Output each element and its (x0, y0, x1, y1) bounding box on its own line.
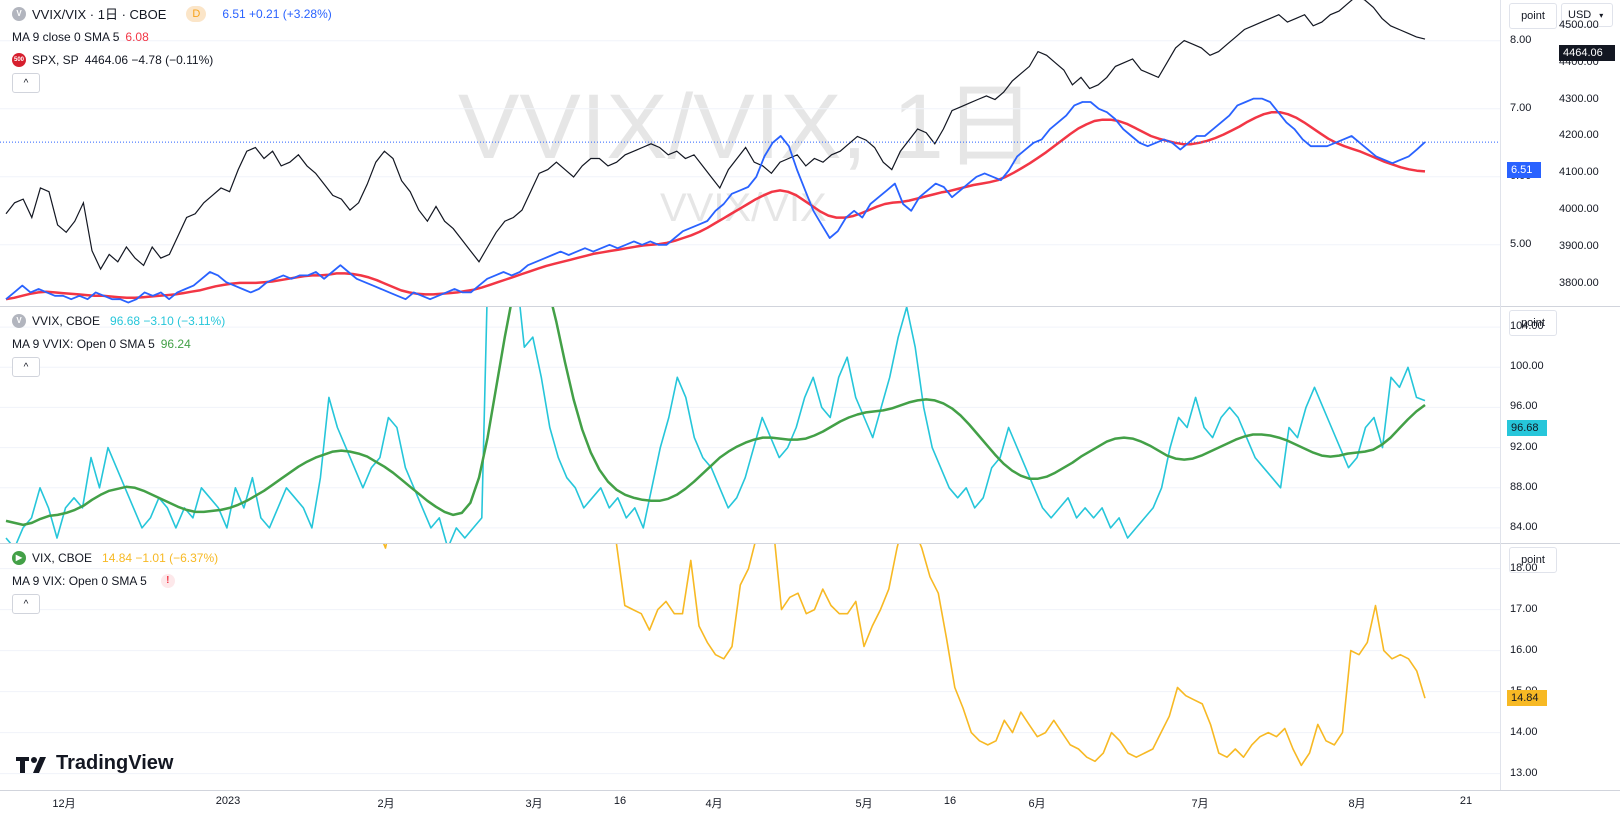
price-scale-label: 5.00 (1510, 237, 1532, 250)
symbol-logo-icon: V (12, 6, 26, 21)
time-axis[interactable]: 12月 2023 2月 3月 16 4月 5月 16 6月 7月 8月 21 (0, 790, 1620, 820)
currency-label: USD (1568, 9, 1592, 21)
time-axis-label: 16 (943, 795, 957, 807)
scale-mode-button[interactable]: point (1509, 310, 1557, 336)
vvix-legend: V VVIX, CBOE 96.68 −3.10 (−3.11%) MA 9 V… (12, 309, 225, 377)
price-axis-border (1500, 0, 1501, 790)
symbol-title[interactable]: VVIX/VIX · 1日 · CBOE (32, 7, 167, 22)
vvix-vix-ratio-line[interactable] (5, 97, 1426, 304)
price-scale-label: 13.00 (1510, 766, 1538, 779)
collapse-legend-button[interactable]: ^ (12, 73, 40, 93)
price-scale-label: 104.00 (1510, 320, 1544, 333)
ma-indicator-value: 6.08 (125, 29, 149, 44)
spx-price-tag: 4464.06 (1559, 45, 1615, 61)
collapse-legend-button[interactable]: ^ (12, 594, 40, 614)
spx-line[interactable] (5, 0, 1426, 271)
ma-indicator-label[interactable]: MA 9 close 0 SMA 5 (12, 29, 120, 44)
main-legend: V VVIX/VIX · 1日 · CBOE D 6.51 +0.21 (+3.… (12, 2, 332, 93)
vix-pane[interactable]: ▶ VIX, CBOE 14.84 −1.01 (−6.37%) MA 9 VI… (0, 544, 1620, 790)
vvix-title[interactable]: VVIX, CBOE (32, 313, 101, 328)
vvix-pane[interactable]: V VVIX, CBOE 96.68 −3.10 (−3.11%) MA 9 V… (0, 307, 1620, 543)
brand-name: TradingView (56, 752, 174, 774)
timeframe-badge[interactable]: D (186, 5, 207, 22)
price-scale-label: 84.00 (1510, 520, 1538, 533)
time-axis-label: 16 (613, 795, 627, 807)
scale-mode-button[interactable]: point (1509, 3, 1557, 29)
pane-separator[interactable] (0, 543, 1620, 544)
spx-logo-icon: 500 (12, 52, 26, 67)
time-axis-label: 5月 (855, 798, 873, 810)
symbol-quote: 6.51 +0.21 (+3.28%) (222, 6, 332, 21)
main-plot-area[interactable] (0, 0, 1500, 306)
vix-last-tag: 14.84 (1507, 690, 1547, 706)
price-scale-label: 4000.00 (1559, 203, 1599, 216)
time-axis-label: 8月 (1348, 798, 1366, 810)
price-scale-label: 92.00 (1510, 440, 1538, 453)
time-axis-label: 7月 (1191, 798, 1209, 810)
time-axis-label: 2月 (377, 798, 395, 810)
vvix-ma-label[interactable]: MA 9 VVIX: Open 0 SMA 5 (12, 336, 155, 351)
price-scale-label: 7.00 (1510, 101, 1532, 114)
vvix-logo-icon: V (12, 313, 26, 328)
vix-ma-label[interactable]: MA 9 VIX: Open 0 SMA 5 (12, 573, 147, 588)
warning-icon[interactable]: ! (160, 573, 175, 588)
price-scale-label: 8.00 (1510, 33, 1532, 46)
vvix-line[interactable] (5, 307, 1426, 543)
vvix-plot-area[interactable] (0, 307, 1500, 543)
time-axis-label: 4月 (705, 798, 723, 810)
chevron-up-icon: ^ (23, 598, 29, 610)
price-scale-label: 4100.00 (1559, 166, 1599, 179)
price-scale-label: 16.00 (1510, 643, 1538, 656)
symbol-watermark: VVIX/VIX, 1日 (458, 76, 1036, 178)
vix-title[interactable]: VIX, CBOE (32, 550, 93, 565)
price-scale-label: 100.00 (1510, 360, 1544, 373)
time-axis-label: 2023 (215, 795, 241, 807)
vix-plot-area[interactable] (0, 544, 1500, 790)
main-pane[interactable]: VVIX/VIX, 1日 VVIX/VIX V VVIX/VIX · 1日 · … (0, 0, 1620, 306)
vix-logo-icon: ▶ (12, 550, 26, 565)
scale-mode-button[interactable]: point (1509, 547, 1557, 573)
vvix-ma-value: 96.24 (160, 336, 191, 351)
price-scale-label: 4300.00 (1559, 92, 1599, 105)
vix-quote: 14.84 −1.01 (−6.37%) (102, 550, 219, 565)
last-price-tag: 6.51 (1507, 162, 1541, 178)
price-scale-label: 3900.00 (1559, 240, 1599, 252)
price-scale-label: 96.00 (1510, 400, 1538, 413)
vix-line[interactable] (6, 544, 1426, 767)
compare-symbol-label[interactable]: SPX, SP (32, 52, 79, 67)
price-scale-label: 88.00 (1510, 480, 1538, 493)
collapse-legend-button[interactable]: ^ (12, 357, 40, 377)
price-scale-label: 18.00 (1510, 561, 1538, 574)
time-axis-label: 6月 (1028, 798, 1046, 810)
currency-button[interactable]: USD ▾ (1561, 3, 1613, 27)
time-axis-label: 12月 (52, 798, 76, 810)
vvix-ma-line[interactable] (5, 307, 1426, 527)
price-scale-label: 17.00 (1510, 602, 1538, 615)
price-scale-label: 4500.00 (1559, 18, 1599, 31)
price-scale-label: 3800.00 (1559, 276, 1599, 289)
tradingview-logo[interactable]: TradingView (16, 752, 173, 775)
vvix-last-tag: 96.68 (1507, 420, 1547, 436)
time-axis-label: 3月 (525, 798, 543, 810)
time-axis-label: 21 (1459, 795, 1473, 807)
chevron-up-icon: ^ (23, 77, 29, 89)
price-scale-label: 4200.00 (1559, 129, 1599, 142)
vvix-quote: 96.68 −3.10 (−3.11%) (110, 313, 226, 328)
chevron-up-icon: ^ (23, 361, 29, 373)
vix-legend: ▶ VIX, CBOE 14.84 −1.01 (−6.37%) MA 9 VI… (12, 546, 218, 614)
price-scale-label: 14.00 (1510, 725, 1538, 738)
tradingview-icon (16, 756, 46, 773)
ma-line[interactable] (5, 110, 1426, 301)
compare-symbol-quote: 4464.06 −4.78 (−0.11%) (84, 52, 214, 67)
chevron-down-icon: ▾ (1599, 10, 1604, 20)
pane-separator[interactable] (0, 306, 1620, 307)
